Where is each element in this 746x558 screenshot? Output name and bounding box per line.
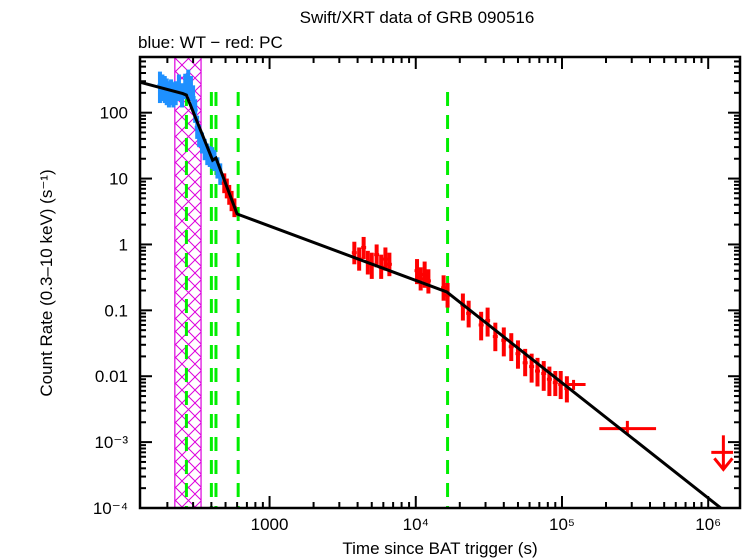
- model-fit-line: [140, 80, 722, 508]
- data-point: [564, 387, 570, 391]
- data-point: [501, 338, 507, 342]
- data-point: [382, 257, 388, 261]
- data-point: [202, 147, 208, 151]
- data-point: [558, 382, 564, 386]
- data-point: [425, 279, 431, 283]
- y-axis: 100 10 1 0.1 0.01 10⁻³ 10⁻⁴: [93, 56, 740, 518]
- y-tick-label: 10: [109, 170, 128, 189]
- chart-subtitle: blue: WT − red: PC: [138, 33, 283, 52]
- series-pc: [221, 173, 570, 403]
- data-point: [190, 95, 196, 99]
- data-point: [418, 277, 424, 281]
- upper-limit-arrow: [713, 457, 734, 472]
- x-axis-label: Time since BAT trigger (s): [342, 539, 537, 558]
- data-point: [414, 269, 420, 273]
- data-point: [192, 108, 198, 112]
- data-point: [157, 83, 163, 87]
- y-tick-label: 10⁻⁴: [93, 499, 128, 518]
- data-series: [157, 69, 734, 472]
- data-point: [552, 381, 558, 385]
- data-point: [361, 245, 367, 249]
- data-point: [185, 81, 191, 85]
- y-axis-label: Count Rate (0.3–10 keV) (s⁻¹): [37, 169, 56, 396]
- break-time-lines: [184, 92, 450, 508]
- y-tick-label: 1: [119, 235, 128, 254]
- y-tick-label: 0.01: [95, 367, 128, 386]
- data-point: [214, 165, 220, 169]
- data-point: [351, 251, 357, 255]
- series-pc-upper-limit: [711, 435, 734, 472]
- data-point: [386, 262, 392, 266]
- data-point: [441, 286, 447, 290]
- data-point: [182, 86, 188, 90]
- data-point: [445, 293, 451, 297]
- data-point: [508, 345, 514, 349]
- data-point: [485, 319, 491, 323]
- y-tick-label: 100: [100, 104, 128, 123]
- data-point: [529, 365, 535, 369]
- data-point: [478, 323, 484, 327]
- data-point: [515, 352, 521, 356]
- data-point: [196, 134, 202, 138]
- data-point: [492, 335, 498, 339]
- data-point: [204, 152, 210, 156]
- data-point: [466, 311, 472, 315]
- y-tick-label: 0.1: [104, 301, 128, 320]
- plot-frame: [138, 55, 742, 510]
- data-point: [534, 369, 540, 373]
- data-point: [522, 361, 528, 365]
- x-tick-label: 10⁵: [549, 515, 575, 534]
- data-point: [546, 377, 552, 381]
- x-tick-label: 10⁶: [695, 515, 721, 534]
- data-point: [199, 141, 205, 145]
- x-tick-label: 10⁴: [403, 515, 429, 534]
- data-point: [188, 87, 194, 91]
- series-pc-binned: [563, 379, 657, 435]
- data-point: [176, 87, 182, 91]
- data-point: [541, 371, 547, 375]
- data-point: [422, 272, 428, 276]
- model-fit: [140, 80, 722, 508]
- x-axis: 1000 10⁴ 10⁵ 10⁶: [166, 57, 721, 534]
- y-tick-label: 10⁻³: [94, 433, 128, 452]
- data-point: [374, 253, 380, 257]
- chart-title: Swift/XRT data of GRB 090516: [300, 8, 535, 27]
- x-tick-label: 1000: [251, 515, 289, 534]
